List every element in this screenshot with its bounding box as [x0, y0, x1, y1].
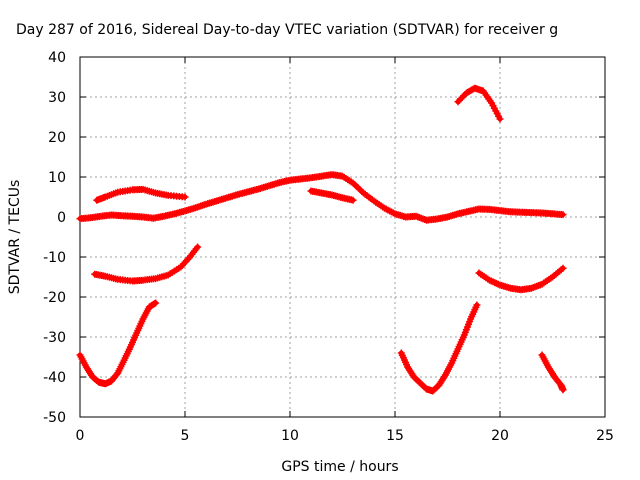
- data-point: [194, 243, 202, 251]
- series-arc-d: [91, 243, 202, 285]
- x-tick-label: 0: [76, 428, 85, 444]
- data-point: [181, 193, 189, 201]
- x-tick-label: 5: [181, 428, 190, 444]
- series-arc-f: [454, 84, 504, 123]
- series-arc-a: [93, 185, 189, 204]
- data-point: [349, 196, 357, 204]
- data-point: [473, 301, 481, 309]
- series-arc-i: [538, 351, 567, 394]
- data-point: [559, 386, 567, 394]
- data-point: [559, 264, 567, 272]
- series-arc-e: [76, 299, 160, 388]
- data-series: [76, 84, 567, 395]
- y-tick-label: -40: [43, 370, 66, 386]
- data-point: [496, 115, 504, 123]
- x-tick-label: 10: [281, 428, 299, 444]
- ticks: 0 5 10 15 20 25 -50 -40 -30 -20 -10 0 10 20 30 40: [43, 50, 614, 444]
- y-tick-label: -30: [43, 330, 66, 346]
- x-tick-label: 25: [596, 428, 614, 444]
- plot-border: [79, 56, 606, 418]
- data-point: [152, 299, 160, 307]
- y-tick-label: 30: [48, 90, 66, 106]
- y-tick-label: 10: [48, 170, 66, 186]
- series-arc-c: [307, 187, 357, 204]
- y-tick-label: -10: [43, 250, 66, 266]
- chart-title: Day 287 of 2016, Sidereal Day-to-day VTE…: [16, 22, 558, 38]
- data-point: [559, 211, 567, 219]
- y-tick-label: 40: [48, 50, 66, 66]
- y-tick-label: -50: [43, 410, 66, 426]
- y-tick-label: -20: [43, 290, 66, 306]
- x-tick-label: 20: [491, 428, 509, 444]
- y-tick-label: 20: [48, 130, 66, 146]
- y-tick-label: 0: [57, 210, 66, 226]
- series-arc-h: [397, 301, 481, 395]
- y-axis-title: SDTVAR / TECUs: [7, 180, 23, 295]
- series-arc-g: [475, 264, 567, 294]
- x-axis-title: GPS time / hours: [281, 459, 398, 475]
- x-tick-label: 15: [386, 428, 404, 444]
- series-arc-b: [76, 171, 567, 224]
